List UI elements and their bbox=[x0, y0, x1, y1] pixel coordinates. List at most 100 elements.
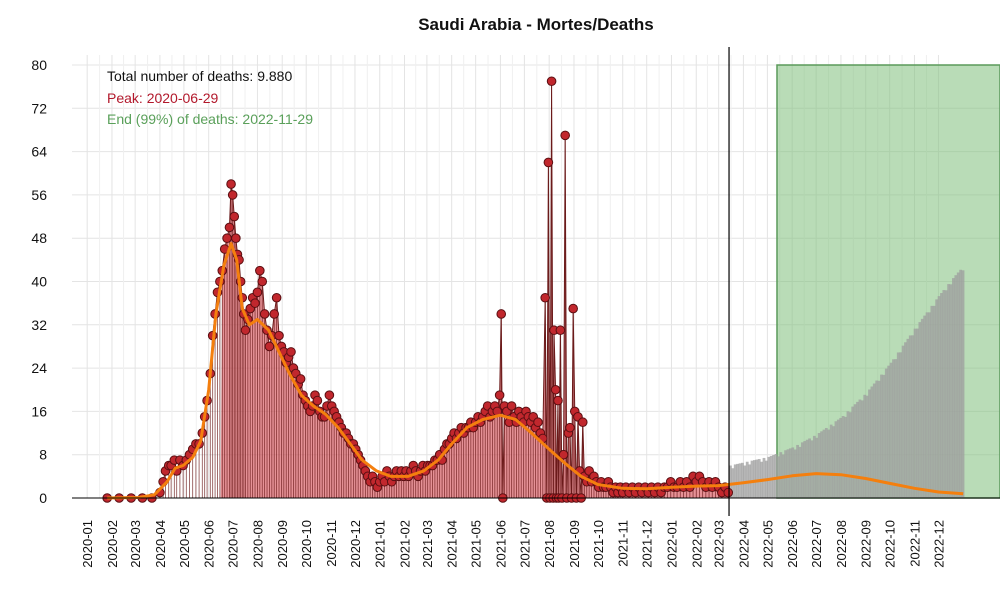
observed-point bbox=[274, 330, 284, 341]
forecast-bar bbox=[870, 386, 874, 498]
forecast-bar bbox=[918, 322, 922, 498]
forecast-bar bbox=[935, 299, 939, 498]
y-tick-label: 40 bbox=[31, 274, 47, 290]
observed-point bbox=[553, 395, 563, 406]
observed-point bbox=[540, 292, 550, 303]
observed-point bbox=[550, 384, 561, 395]
forecast-bar bbox=[952, 278, 955, 498]
forecast-bar bbox=[769, 455, 773, 498]
forecast-bar bbox=[944, 290, 948, 498]
observed-point bbox=[286, 347, 296, 357]
x-tick-label: 2021-11 bbox=[616, 520, 631, 567]
x-tick-label: 2020-12 bbox=[348, 520, 363, 568]
observed-point bbox=[224, 222, 235, 233]
x-tick-label: 2022-08 bbox=[834, 520, 849, 568]
y-tick-label: 48 bbox=[31, 230, 47, 246]
x-axis-ticks: 2020-01 2020-02 2020-03 2020-04 2020-05 2020-… bbox=[80, 520, 946, 568]
observed-point bbox=[255, 265, 265, 276]
forecast-bar bbox=[808, 438, 811, 498]
forecast-bar bbox=[928, 312, 931, 498]
forecast-bar bbox=[820, 431, 823, 498]
forecast-bar bbox=[755, 459, 759, 498]
forecast-bar bbox=[947, 284, 951, 498]
forecast-bar bbox=[916, 328, 919, 498]
x-tick-label: 2021-06 bbox=[493, 520, 508, 568]
observed-point bbox=[271, 292, 282, 303]
y-tick-label: 0 bbox=[39, 490, 47, 506]
forecast-bar bbox=[750, 460, 754, 498]
y-axis-ticks: 0 8 16 24 32 40 48 56 64 72 80 bbox=[31, 57, 47, 506]
observed-point bbox=[259, 309, 270, 319]
forecast-bar bbox=[733, 464, 737, 498]
y-tick-label: 80 bbox=[31, 57, 47, 73]
x-tick-label: 2022-02 bbox=[689, 520, 704, 568]
forecast-bar bbox=[863, 394, 867, 498]
forecast-bar bbox=[767, 456, 771, 498]
x-tick-label: 2021-08 bbox=[542, 520, 557, 568]
observed-point bbox=[250, 298, 260, 308]
forecast-bar bbox=[913, 328, 917, 498]
observed-point bbox=[269, 309, 280, 319]
forecast-bar bbox=[925, 312, 929, 498]
annotation-peak: Peak: 2020-06-29 bbox=[107, 90, 219, 106]
x-tick-label: 2022-12 bbox=[932, 520, 947, 568]
x-tick-label: 2022-10 bbox=[883, 520, 898, 568]
observed-point bbox=[231, 233, 241, 243]
forecast-bar bbox=[800, 442, 804, 498]
forecast-bar bbox=[822, 429, 826, 498]
x-tick-label: 2020-07 bbox=[226, 520, 241, 568]
forecast-bar bbox=[846, 411, 850, 498]
forecast-bar bbox=[911, 335, 915, 498]
y-tick-label: 72 bbox=[31, 100, 47, 116]
forecast-bar bbox=[858, 399, 862, 498]
x-tick-label: 2020-06 bbox=[202, 520, 217, 568]
annotation-total: Total number of deaths: 9.880 bbox=[107, 68, 292, 84]
forecast-bar bbox=[856, 401, 859, 498]
forecast-bar bbox=[959, 269, 963, 498]
x-tick-label: 2022-07 bbox=[809, 520, 824, 568]
x-tick-label: 2020-08 bbox=[250, 520, 265, 568]
x-tick-label: 2020-05 bbox=[177, 520, 192, 568]
forecast-bar bbox=[779, 452, 783, 498]
y-tick-label: 24 bbox=[31, 360, 47, 376]
x-tick-label: 2020-10 bbox=[299, 520, 314, 568]
forecast-bar bbox=[949, 284, 953, 498]
forecast-bar bbox=[882, 374, 886, 498]
fitted-curve bbox=[107, 242, 964, 500]
forecast-bar bbox=[753, 460, 756, 498]
observed-point bbox=[506, 401, 517, 411]
observed-point bbox=[252, 287, 263, 298]
y-tick-label: 32 bbox=[31, 317, 47, 333]
forecast-bar bbox=[839, 417, 843, 498]
forecast-bar bbox=[793, 449, 797, 498]
observed-point bbox=[264, 341, 275, 352]
observed-point bbox=[723, 487, 734, 498]
forecast-bar bbox=[757, 459, 761, 498]
fitted-line bbox=[107, 242, 964, 500]
forecast-bar bbox=[762, 457, 766, 498]
observed-point bbox=[568, 303, 578, 314]
x-tick-label: 2021-04 bbox=[445, 520, 460, 568]
forecast-bar bbox=[942, 290, 946, 498]
forecast-bar bbox=[741, 462, 744, 498]
forecast-bar bbox=[908, 335, 912, 498]
axes bbox=[72, 47, 1000, 516]
forecast-bar bbox=[841, 416, 845, 498]
x-tick-label: 2020-09 bbox=[275, 520, 290, 568]
forecast-bar bbox=[906, 338, 910, 498]
forecast-bar bbox=[930, 305, 934, 498]
forecast-bar bbox=[923, 315, 927, 498]
forecast-bar bbox=[796, 444, 799, 498]
observed-point bbox=[324, 390, 335, 400]
observed-point bbox=[295, 374, 306, 384]
observed-point bbox=[533, 417, 543, 428]
forecast-bar bbox=[810, 440, 814, 498]
forecast-bar bbox=[784, 450, 787, 498]
observed-point bbox=[257, 276, 268, 287]
observed-point bbox=[494, 390, 505, 400]
forecast-bar bbox=[772, 454, 775, 498]
observed-point bbox=[312, 395, 323, 406]
forecast-bar bbox=[887, 365, 891, 498]
y-tick-label: 8 bbox=[39, 447, 47, 463]
forecast-bar bbox=[853, 404, 857, 498]
